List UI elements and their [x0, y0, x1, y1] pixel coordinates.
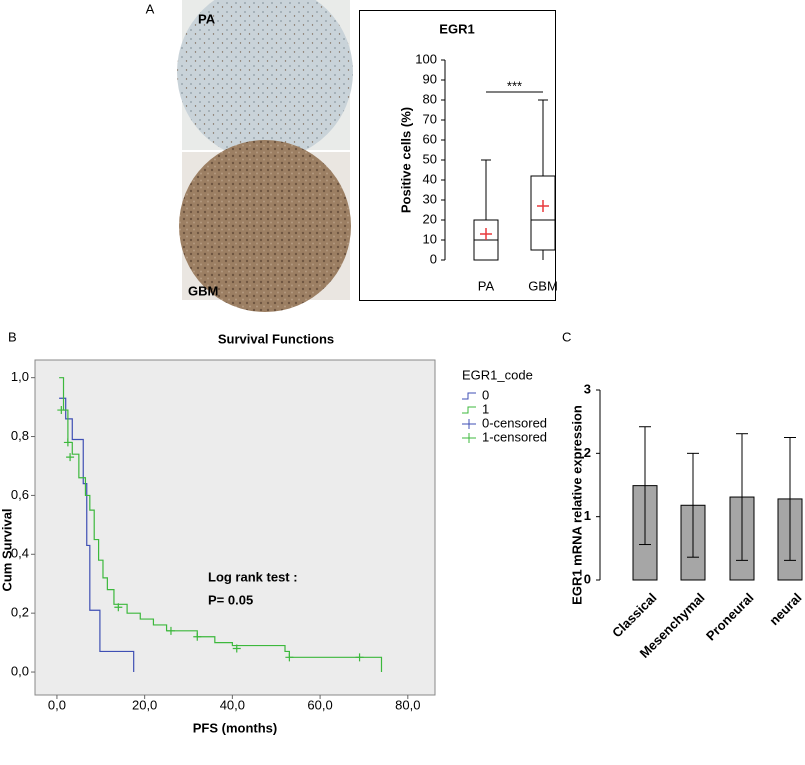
annotation: P= 0.05: [208, 592, 253, 607]
y-tick-label: 20: [423, 211, 437, 226]
y-tick-label: 100: [415, 51, 437, 66]
legend-swatch: [462, 433, 476, 443]
legend-label: 0: [482, 387, 489, 402]
x-tick-label: 40,0: [220, 697, 245, 712]
censor-marker: [57, 406, 66, 415]
chart-title: Survival Functions: [218, 331, 334, 346]
survival-line: [59, 377, 383, 673]
panel-label: B: [8, 329, 17, 344]
y-tick-label: 1,0: [11, 369, 29, 384]
y-tick-label: 0: [584, 571, 591, 586]
y-tick-label: 80: [423, 91, 437, 106]
micrograph-gbm: [179, 140, 351, 312]
legend-swatch: [462, 406, 476, 414]
censor-marker: [166, 626, 175, 635]
chart-title: EGR1: [439, 21, 474, 36]
significance-label: ***: [507, 78, 522, 93]
censor-marker: [63, 438, 72, 447]
y-tick-label: 2: [584, 445, 591, 460]
y-tick-label: 3: [584, 381, 591, 396]
annotation: Log rank test :: [208, 569, 298, 584]
y-tick-label: 40: [423, 171, 437, 186]
x-tick-label: 80,0: [395, 697, 420, 712]
y-tick-label: 0,0: [11, 663, 29, 678]
y-tick-label: 90: [423, 71, 437, 86]
censor-marker: [66, 453, 75, 462]
panel-frame: [359, 10, 556, 301]
y-axis-label: Cum Survival: [0, 508, 14, 591]
censor-marker: [193, 632, 202, 641]
x-tick-label: 60,0: [307, 697, 332, 712]
censor-marker: [285, 653, 294, 662]
micrograph-pa: [177, 0, 353, 160]
censor-marker: [355, 653, 364, 662]
y-tick-label: 10: [423, 231, 437, 246]
x-tick-label: PA: [478, 278, 495, 293]
y-axis-label: EGR1 mRNA relative expression: [569, 405, 584, 605]
y-tick-label: 0,2: [11, 605, 29, 620]
image-label: GBM: [188, 283, 218, 298]
censor-marker: [232, 644, 241, 653]
image-label: PA: [198, 11, 216, 26]
legend-swatch: [462, 419, 476, 429]
x-tick-label: GBM: [528, 278, 558, 293]
x-tick-label: 0,0: [48, 697, 66, 712]
y-tick-label: 0,6: [11, 487, 29, 502]
x-tick-label: 20,0: [132, 697, 157, 712]
x-tick-label: Classical: [609, 590, 659, 640]
x-tick-label: Proneural: [703, 590, 757, 644]
y-axis-label: Positive cells (%): [398, 107, 413, 213]
x-tick-label: neural: [766, 590, 804, 628]
y-tick-label: 60: [423, 131, 437, 146]
y-tick-label: 30: [423, 191, 437, 206]
mean-marker: [480, 228, 492, 240]
y-tick-label: 0: [430, 251, 437, 266]
box: [530, 175, 556, 251]
legend-swatch: [462, 392, 476, 400]
censor-marker: [114, 603, 123, 612]
panel-label: A: [146, 1, 155, 16]
y-tick-label: 1: [584, 508, 591, 523]
legend-label: 0-censored: [482, 415, 547, 430]
x-axis-label: PFS (months): [193, 720, 278, 735]
y-tick-label: 70: [423, 111, 437, 126]
y-tick-label: 0,8: [11, 428, 29, 443]
y-tick-label: 0,4: [11, 546, 29, 561]
legend-title: EGR1_code: [462, 367, 533, 382]
legend-label: 1: [482, 401, 489, 416]
y-tick-label: 50: [423, 151, 437, 166]
legend-label: 1-censored: [482, 429, 547, 444]
mean-marker: [537, 200, 549, 212]
plot-area: [34, 359, 436, 696]
panel-label: C: [562, 329, 571, 344]
